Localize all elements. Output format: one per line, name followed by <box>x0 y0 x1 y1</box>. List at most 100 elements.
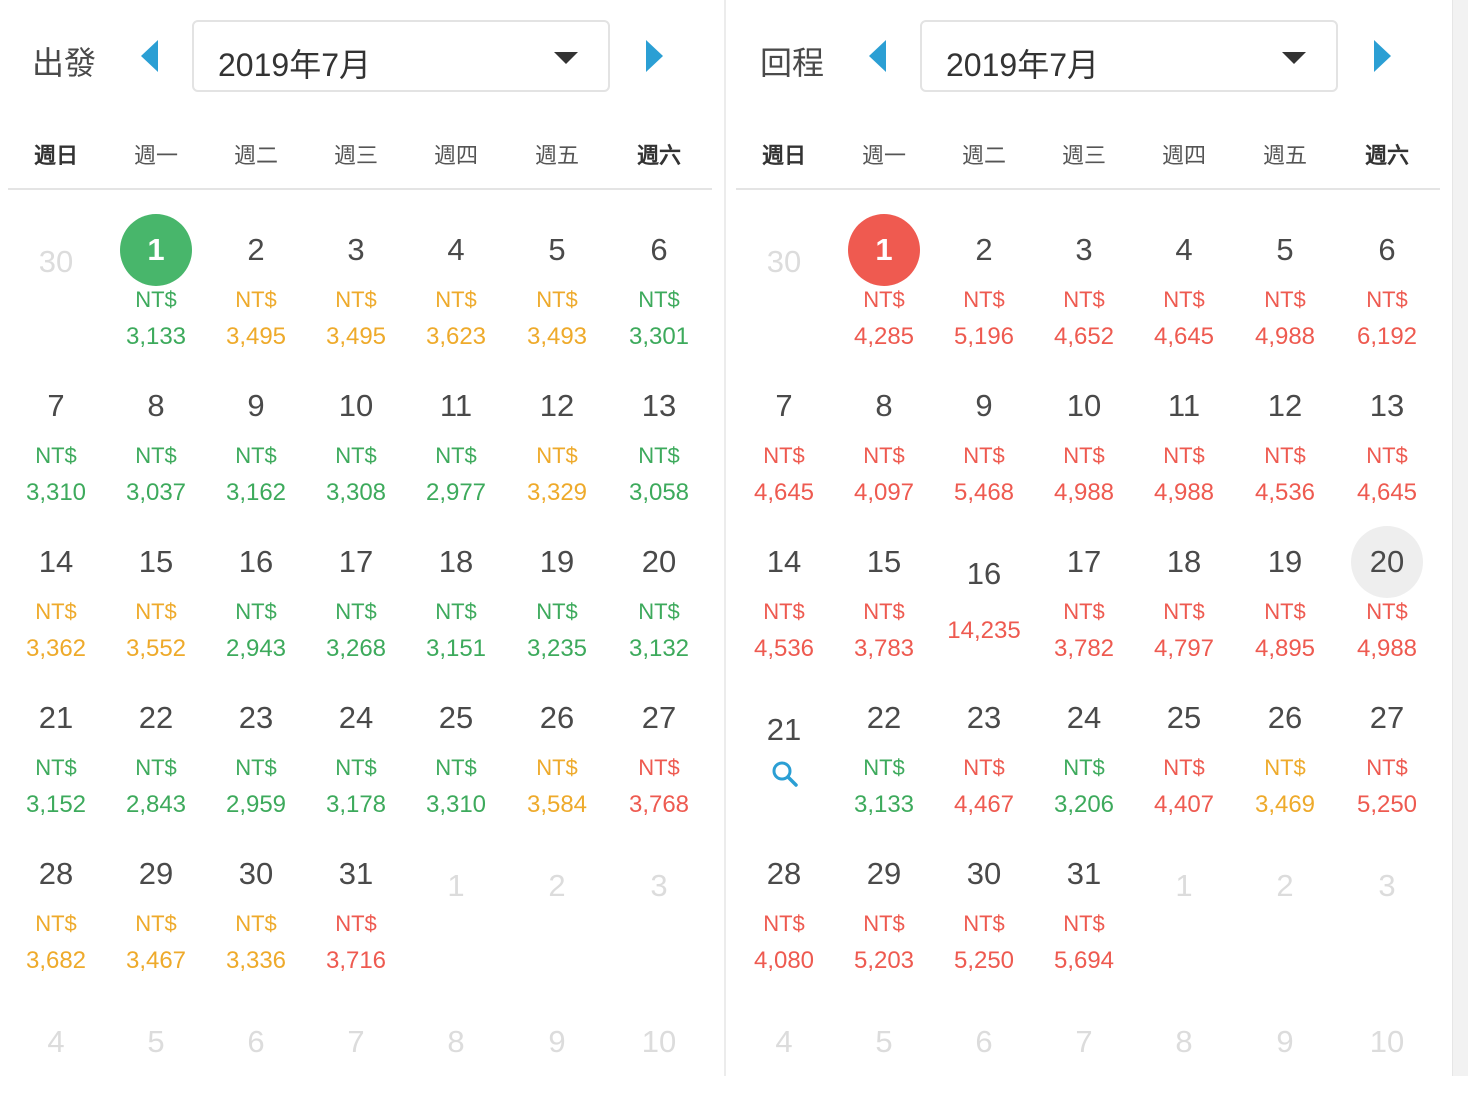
chevron-right-icon <box>646 40 663 72</box>
weekday-sun: 週日 <box>761 143 806 168</box>
day-cell[interactable]: 11 NT$ 4,988 <box>1136 346 1232 506</box>
day-cell[interactable]: 22 NT$ 3,133 <box>836 658 932 818</box>
day-cell-outside-month: 9 <box>1237 970 1333 1120</box>
scrollbar-track[interactable] <box>1452 0 1468 1076</box>
day-cell[interactable]: 9 NT$ 3,162 <box>208 346 304 506</box>
day-cell[interactable]: 3 NT$ 4,652 <box>1036 190 1132 350</box>
return-prev-month-button[interactable] <box>866 38 888 74</box>
day-cell-outside-month: 1 <box>1136 814 1232 964</box>
day-price-currency: NT$ <box>1366 755 1408 780</box>
day-number: 1 <box>1175 868 1193 903</box>
day-cell[interactable]: 28 NT$ 3,682 <box>8 814 104 974</box>
day-cell[interactable]: 29 NT$ 5,203 <box>836 814 932 974</box>
day-cell[interactable]: 22 NT$ 2,843 <box>108 658 204 818</box>
day-cell[interactable]: 31 NT$ 3,716 <box>308 814 404 974</box>
departure-prev-month-button[interactable] <box>138 38 160 74</box>
day-cell[interactable]: 24 NT$ 3,206 <box>1036 658 1132 818</box>
day-cell[interactable]: 3 NT$ 3,495 <box>308 190 404 350</box>
day-number: 18 <box>438 544 474 579</box>
day-price-currency: NT$ <box>963 911 1005 936</box>
day-cell[interactable]: 27 NT$ 3,768 <box>611 658 707 818</box>
day-cell[interactable]: 17 NT$ 3,268 <box>308 502 404 662</box>
day-cell[interactable]: 18 NT$ 4,797 <box>1136 502 1232 662</box>
day-cell[interactable]: 30 NT$ 5,250 <box>936 814 1032 974</box>
day-cell[interactable]: 13 NT$ 4,645 <box>1339 346 1435 506</box>
day-cell[interactable]: 11 NT$ 2,977 <box>408 346 504 506</box>
day-cell[interactable]: 20 NT$ 3,132 <box>611 502 707 662</box>
weekday-sat: 週六 <box>636 143 681 168</box>
day-cell[interactable]: 23 NT$ 2,959 <box>208 658 304 818</box>
day-cell[interactable]: 9 NT$ 5,468 <box>936 346 1032 506</box>
day-price: 3,783 <box>853 635 915 662</box>
day-price: 2,843 <box>125 791 187 818</box>
chevron-left-icon <box>141 40 158 72</box>
return-month-select[interactable]: 2019年7月 <box>920 20 1338 92</box>
day-cell[interactable]: 7 NT$ 4,645 <box>736 346 832 506</box>
day-cell[interactable]: 17 NT$ 3,782 <box>1036 502 1132 662</box>
day-cell[interactable]: 31 NT$ 5,694 <box>1036 814 1132 974</box>
departure-next-month-button[interactable] <box>644 38 666 74</box>
day-cell[interactable]: 14 NT$ 4,536 <box>736 502 832 662</box>
day-cell[interactable]: 21 <box>736 658 832 808</box>
return-next-month-button[interactable] <box>1372 38 1394 74</box>
day-price-currency: NT$ <box>1163 755 1205 780</box>
day-cell[interactable]: 24 NT$ 3,178 <box>308 658 404 818</box>
day-price-currency: NT$ <box>863 599 905 624</box>
day-cell[interactable]: 8 NT$ 3,037 <box>108 346 204 506</box>
day-cell[interactable]: 16 NT$ 2,943 <box>208 502 304 662</box>
day-number: 28 <box>766 856 802 891</box>
day-cell[interactable]: 1 NT$ 3,133 <box>108 190 204 350</box>
day-cell[interactable]: 19 NT$ 4,895 <box>1237 502 1333 662</box>
day-price-currency: NT$ <box>35 911 77 936</box>
day-cell[interactable]: 13 NT$ 3,058 <box>611 346 707 506</box>
day-price: 5,694 <box>1053 947 1115 974</box>
day-cell[interactable]: 26 NT$ 3,469 <box>1237 658 1333 818</box>
day-cell[interactable]: 2 NT$ 3,495 <box>208 190 304 350</box>
day-number: 2 <box>1276 868 1294 903</box>
day-cell[interactable]: 16 14,235 <box>936 502 1032 652</box>
departure-month-select[interactable]: 2019年7月 <box>192 20 610 92</box>
day-cell[interactable]: 8 NT$ 4,097 <box>836 346 932 506</box>
day-cell[interactable]: 14 NT$ 3,362 <box>8 502 104 662</box>
day-cell[interactable]: 28 NT$ 4,080 <box>736 814 832 974</box>
day-cell[interactable]: 1 NT$ 4,285 <box>836 190 932 350</box>
day-cell[interactable]: 15 NT$ 3,552 <box>108 502 204 662</box>
day-cell[interactable]: 25 NT$ 3,310 <box>408 658 504 818</box>
day-cell[interactable]: 27 NT$ 5,250 <box>1339 658 1435 818</box>
day-cell[interactable]: 4 NT$ 4,645 <box>1136 190 1232 350</box>
day-cell[interactable]: 6 NT$ 3,301 <box>611 190 707 350</box>
day-price-currency: NT$ <box>1063 443 1105 468</box>
day-cell[interactable]: 23 NT$ 4,467 <box>936 658 1032 818</box>
day-cell[interactable]: 10 NT$ 4,988 <box>1036 346 1132 506</box>
day-price-currency: NT$ <box>536 755 578 780</box>
day-cell[interactable]: 5 NT$ 4,988 <box>1237 190 1333 350</box>
day-price-currency: NT$ <box>1366 443 1408 468</box>
search-icon[interactable] <box>771 760 799 788</box>
weekday-wed: 週三 <box>1061 143 1106 168</box>
day-cell[interactable]: 2 NT$ 5,196 <box>936 190 1032 350</box>
day-cell[interactable]: 20 NT$ 4,988 <box>1339 502 1435 662</box>
day-cell[interactable]: 30 NT$ 3,336 <box>208 814 304 974</box>
day-price-currency: NT$ <box>863 443 905 468</box>
day-cell[interactable]: 15 NT$ 3,783 <box>836 502 932 662</box>
day-cell[interactable]: 25 NT$ 4,407 <box>1136 658 1232 818</box>
day-cell[interactable]: 29 NT$ 3,467 <box>108 814 204 974</box>
day-cell[interactable]: 26 NT$ 3,584 <box>509 658 605 818</box>
day-cell[interactable]: 21 NT$ 3,152 <box>8 658 104 818</box>
day-cell[interactable]: 5 NT$ 3,493 <box>509 190 605 350</box>
day-cell[interactable]: 12 NT$ 3,329 <box>509 346 605 506</box>
day-cell[interactable]: 7 NT$ 3,310 <box>8 346 104 506</box>
day-cell[interactable]: 10 NT$ 3,308 <box>308 346 404 506</box>
day-cell-outside-month: 4 <box>736 970 832 1120</box>
day-price: 3,151 <box>425 635 487 662</box>
day-cell[interactable]: 19 NT$ 3,235 <box>509 502 605 662</box>
day-number: 14 <box>766 544 802 579</box>
day-cell[interactable]: 4 NT$ 3,623 <box>408 190 504 350</box>
day-price-currency: NT$ <box>435 599 477 624</box>
departure-header: 出發 2019年7月 <box>0 20 712 94</box>
day-cell[interactable]: 6 NT$ 6,192 <box>1339 190 1435 350</box>
day-price-currency: NT$ <box>1063 911 1105 936</box>
day-cell[interactable]: 18 NT$ 3,151 <box>408 502 504 662</box>
day-price-currency: NT$ <box>335 755 377 780</box>
day-cell[interactable]: 12 NT$ 4,536 <box>1237 346 1333 506</box>
